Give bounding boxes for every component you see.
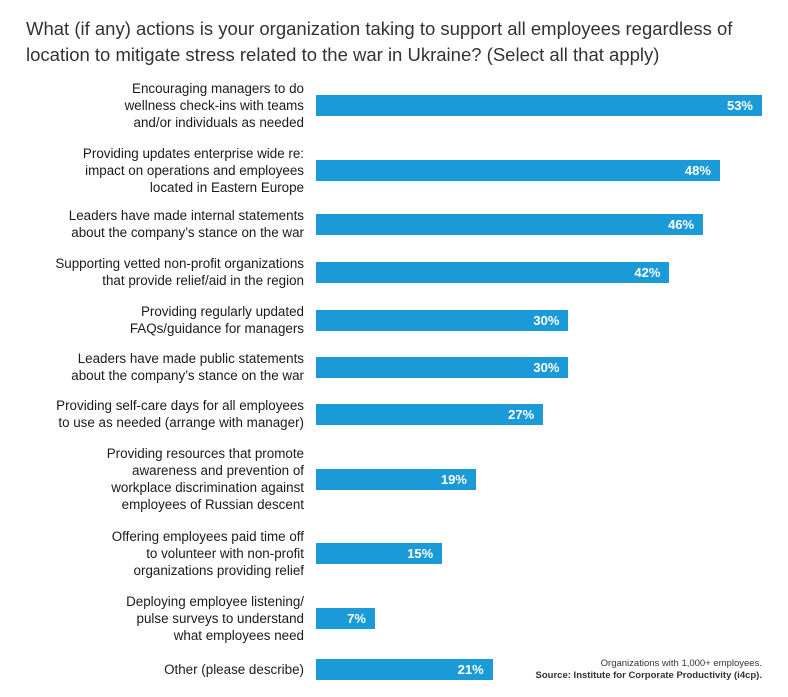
bar-value-label: 42% — [634, 264, 661, 280]
category-label: Providing updates enterprise wide re: im… — [82, 145, 304, 195]
bar-value-label: 7% — [347, 610, 366, 626]
bar: 15% — [316, 542, 443, 564]
footnote-source: Source: Institute for Corporate Producti… — [535, 670, 762, 681]
bar: 21% — [316, 658, 493, 680]
category-label: Supporting vetted non-profit organizatio… — [55, 256, 304, 288]
bar-value-label: 46% — [668, 216, 695, 232]
bar: 7% — [316, 607, 375, 629]
category-label: Leaders have made internal statements ab… — [68, 208, 304, 240]
category-label: Leaders have made public statements abou… — [71, 351, 304, 383]
category-label: Encouraging managers to do wellness chec… — [124, 80, 304, 130]
category-label: Providing self-care days for all employe… — [56, 398, 304, 430]
footnote: Organizations with 1,000+ employees. Sou… — [536, 658, 762, 682]
category-label: Providing regularly updated FAQs/guidanc… — [129, 304, 304, 336]
category-label: Offering employees paid time off to volu… — [111, 528, 304, 578]
bar: 30% — [316, 356, 569, 378]
bar-value-label: 30% — [533, 359, 560, 375]
bar-value-label: 53% — [726, 97, 753, 113]
bar-value-label: 30% — [533, 312, 560, 328]
bar-value-label: 21% — [457, 661, 484, 677]
category-label: Deploying employee listening/ pulse surv… — [126, 593, 304, 643]
bar: 30% — [316, 309, 569, 331]
category-label: Providing resources that promote awarene… — [106, 446, 304, 512]
footnote-note: Organizations with 1,000+ employees. — [600, 658, 762, 669]
bar: 46% — [316, 213, 704, 235]
bar: 19% — [316, 468, 476, 490]
bar-value-label: 48% — [684, 162, 711, 178]
bar: 48% — [316, 159, 720, 181]
bar: 53% — [316, 94, 762, 116]
bar-value-label: 27% — [508, 406, 535, 422]
chart-title: What (if any) actions is your organizati… — [26, 18, 733, 65]
bar-value-label: 19% — [440, 471, 467, 487]
bar-value-label: 15% — [407, 545, 434, 561]
category-label: Other (please describe) — [164, 661, 304, 677]
bar: 27% — [316, 403, 544, 425]
bar: 42% — [316, 261, 670, 283]
